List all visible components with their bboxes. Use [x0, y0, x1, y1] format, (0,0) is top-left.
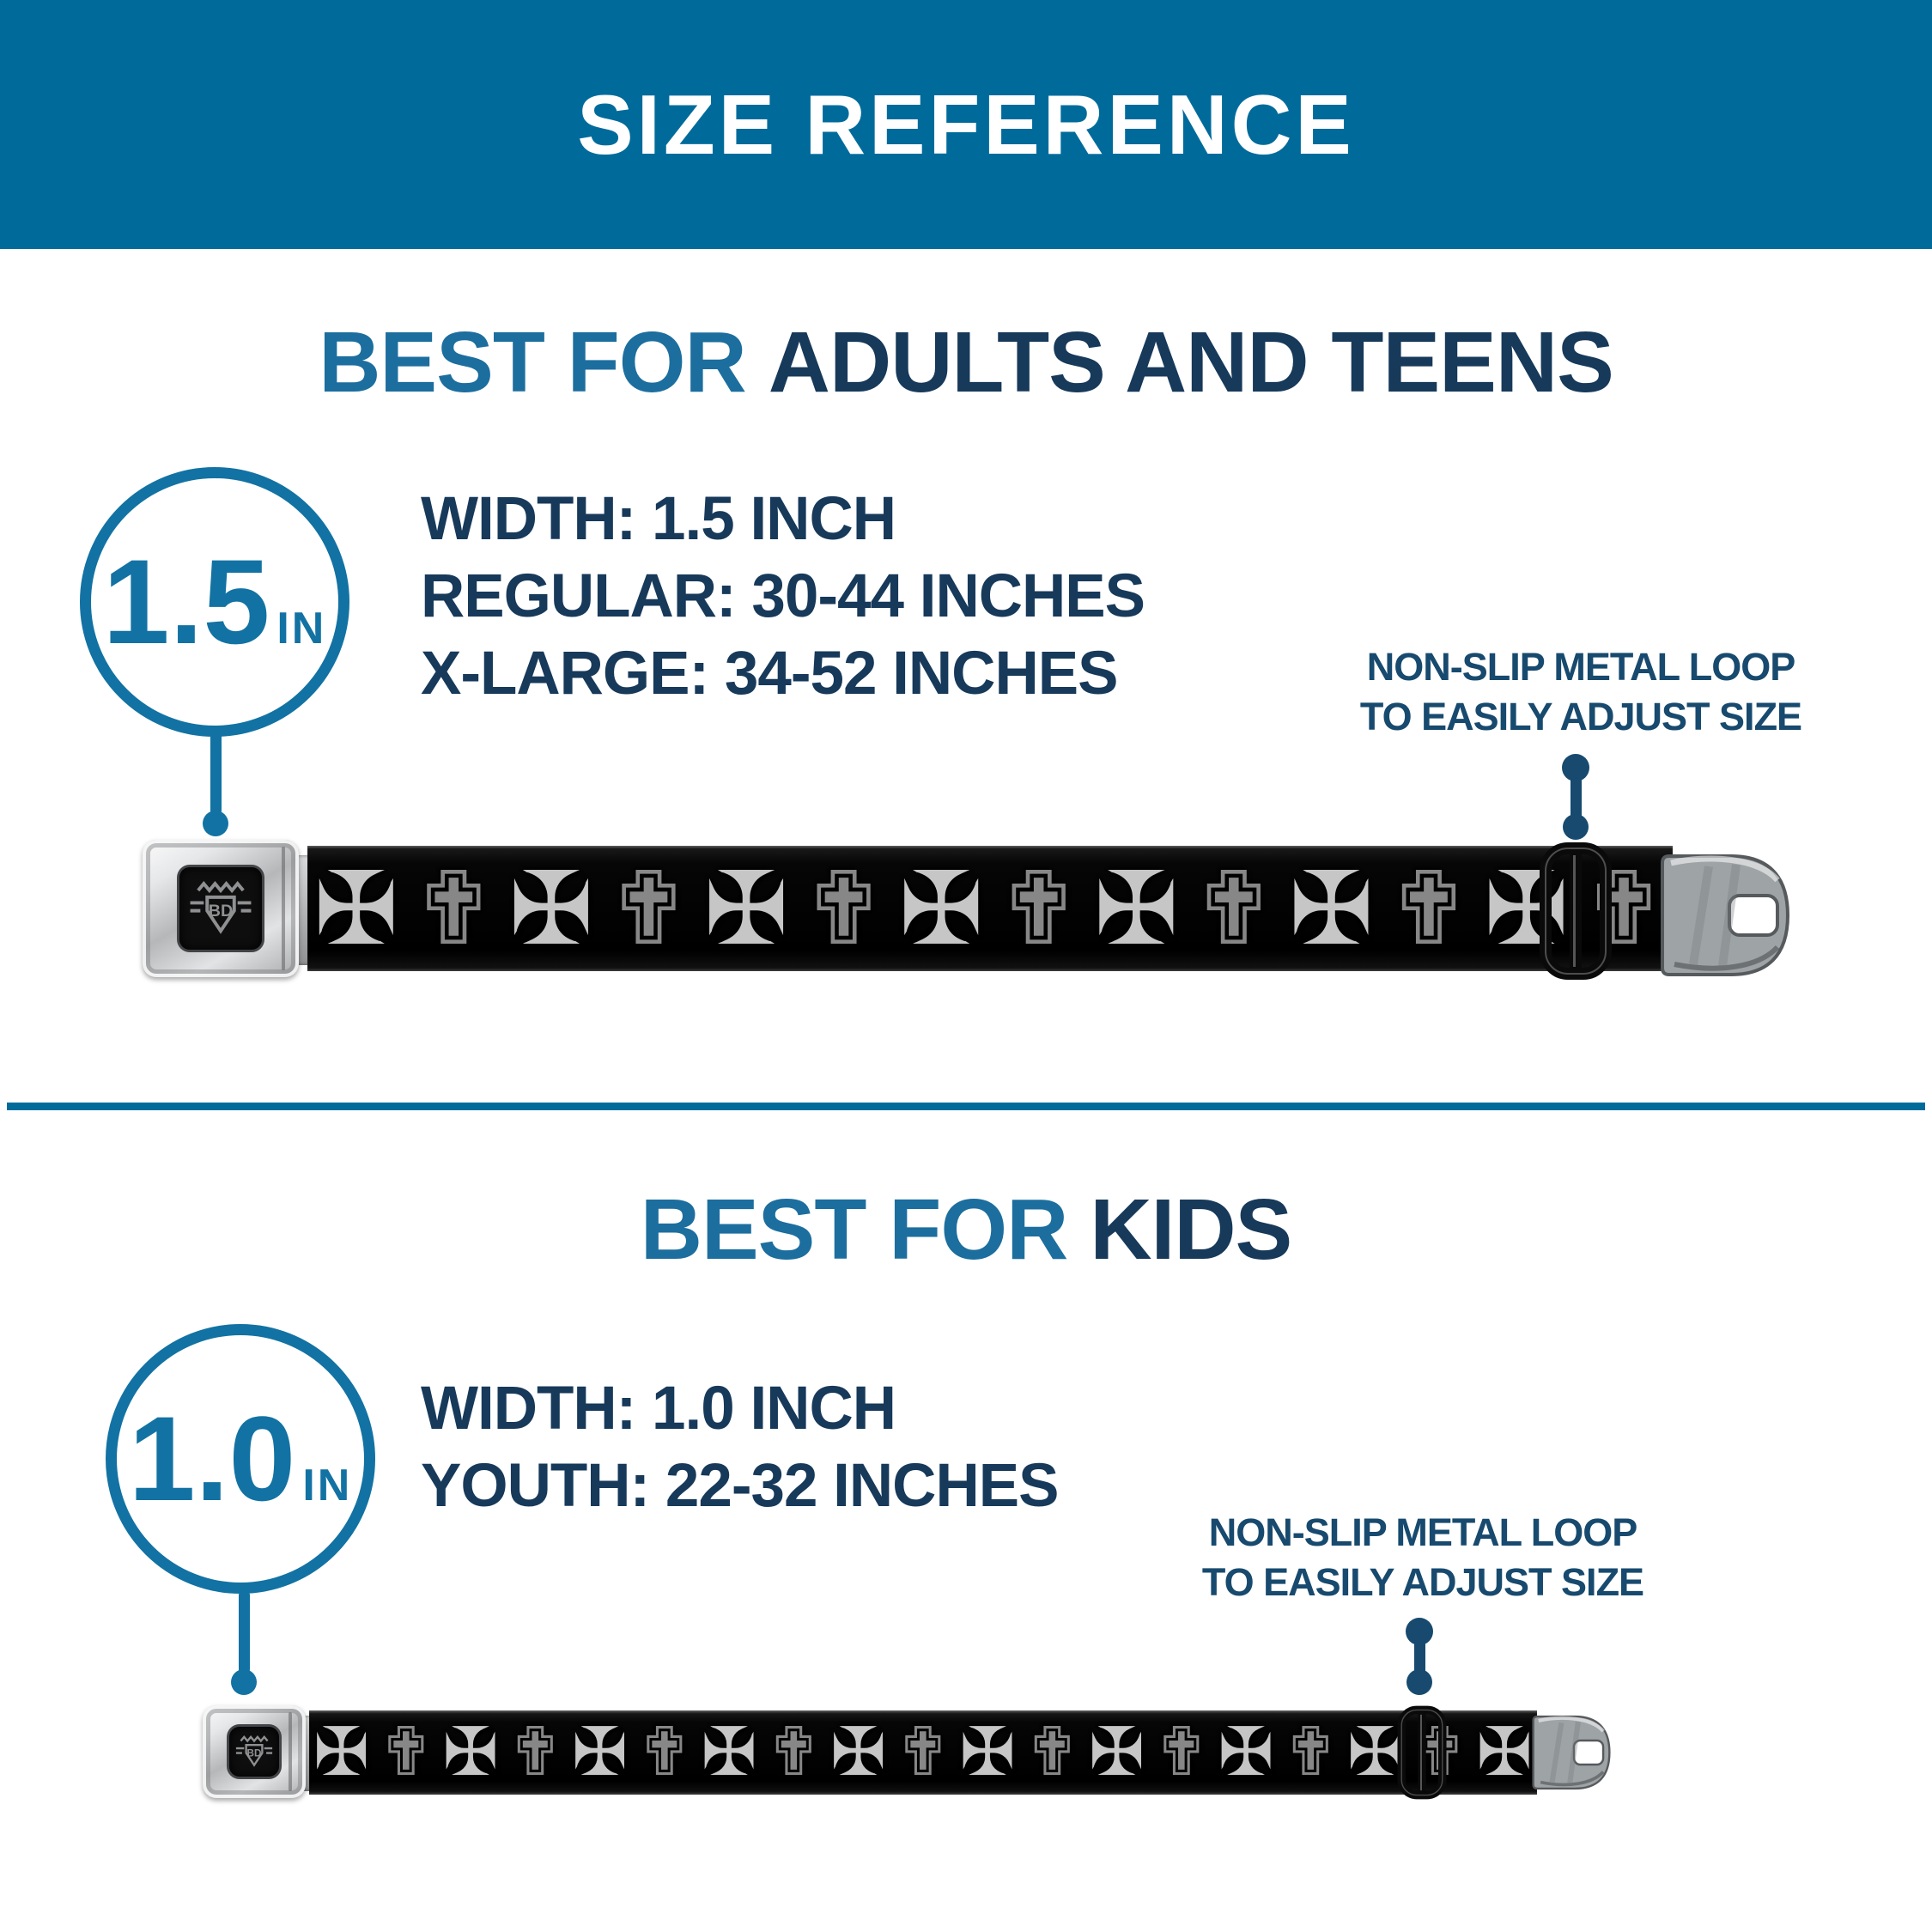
callout-line: TO EASILY ADJUST SIZE	[1201, 1560, 1644, 1604]
pointer-line	[239, 1590, 250, 1674]
section-heading-kids: BEST FOR KIDS	[0, 1187, 1932, 1273]
cross-icon: ✟	[1191, 849, 1277, 968]
spec-line: REGULAR: 30-44 INCHES	[421, 562, 1145, 630]
pointer-line	[1571, 766, 1582, 828]
cross-icon: ✟	[1153, 1714, 1210, 1791]
size-unit: IN	[302, 1461, 353, 1510]
size-value: 1.0	[128, 1391, 296, 1526]
section-heading-adults: BEST FOR ADULTS AND TEENS	[0, 319, 1932, 405]
cross-icon: ✟	[801, 849, 887, 968]
seatbelt-buckle: BD	[203, 1705, 306, 1798]
cross-icon: ✠	[1218, 1714, 1274, 1791]
size-circle-text: 1.5 IN	[103, 542, 327, 662]
cross-icon: ✠	[442, 1714, 499, 1791]
heading-accent: BEST FOR	[640, 1182, 1069, 1278]
metal-loop-icon	[1397, 1705, 1447, 1800]
cross-icon: ✟	[895, 1714, 951, 1791]
cross-icon: ✠	[1484, 849, 1569, 968]
cross-icon: ✠	[1093, 849, 1179, 968]
buckle-logo-icon: BD	[190, 881, 252, 934]
belt-end-tab-icon	[1532, 1715, 1611, 1790]
callout-line: NON-SLIP METAL LOOP	[1208, 1510, 1638, 1554]
cross-icon: ✠	[1088, 1714, 1145, 1791]
page-title: SIZE REFERENCE	[577, 76, 1355, 172]
size-circle-text: 1.0 IN	[129, 1399, 353, 1519]
cross-icon: ✟	[1581, 849, 1667, 968]
cross-icon: ✠	[508, 849, 594, 968]
belt-strap: ✠ ✟ ✠ ✟ ✠ ✟ ✠ ✟ ✠ ✟ ✠ ✟ ✠ ✟ ✠ ✟ ✠ ✟ ✠	[309, 1710, 1537, 1795]
heading-accent: BEST FOR	[319, 314, 747, 410]
cross-icon: ✟	[507, 1714, 564, 1791]
cross-icon: ✠	[701, 1714, 757, 1791]
metal-loop-icon	[1540, 842, 1612, 980]
spec-list-kids: WIDTH: 1.0 INCH YOUTH: 22-32 INCHES	[421, 1370, 1059, 1525]
callout-line: TO EASILY ADJUST SIZE	[1359, 695, 1802, 738]
cross-icon: ✠	[1476, 1714, 1533, 1791]
callout-metal-loop-kids: NON-SLIP METAL LOOP TO EASILY ADJUST SIZ…	[1201, 1508, 1644, 1607]
cross-icon: ✟	[410, 849, 496, 968]
pointer-dot	[203, 811, 228, 836]
spec-list-adults: WIDTH: 1.5 INCH REGULAR: 30-44 INCHES X-…	[421, 481, 1145, 713]
pointer-dot	[1563, 814, 1589, 840]
pointer-dot	[1406, 1669, 1432, 1695]
size-value: 1.5	[102, 534, 270, 669]
spec-line: YOUTH: 22-32 INCHES	[421, 1452, 1059, 1520]
cross-icon: ✟	[606, 849, 691, 968]
buckle-logo-text: BD	[209, 902, 233, 920]
spec-line: WIDTH: 1.0 INCH	[421, 1375, 896, 1443]
cross-icon: ✠	[829, 1714, 887, 1791]
cross-icon: ✠	[1288, 849, 1374, 968]
cross-icon: ✟	[1024, 1714, 1081, 1791]
cross-icon: ✟	[378, 1714, 434, 1791]
cross-icon: ✠	[571, 1714, 629, 1791]
section-divider	[7, 1103, 1925, 1110]
cross-icon: ✟	[765, 1714, 823, 1791]
cross-icon: ✠	[1346, 1714, 1404, 1791]
size-circle-1-0in: 1.0 IN	[106, 1324, 375, 1594]
cross-icon: ✟	[1386, 849, 1472, 968]
size-unit: IN	[276, 604, 327, 653]
cross-icon: ✟	[996, 849, 1082, 968]
cross-icon: ✟	[636, 1714, 693, 1791]
heading-rest: KIDS	[1090, 1182, 1292, 1278]
spec-line: WIDTH: 1.5 INCH	[421, 485, 896, 553]
cross-icon: ✠	[313, 1714, 370, 1791]
callout-metal-loop-adults: NON-SLIP METAL LOOP TO EASILY ADJUST SIZ…	[1359, 642, 1802, 742]
buckle-logo-panel: BD	[179, 867, 262, 950]
size-circle-1-5in: 1.5 IN	[80, 467, 349, 737]
buckle-logo-icon: BD	[235, 1735, 273, 1767]
pointer-line	[210, 730, 222, 816]
buckle-logo-panel: BD	[229, 1727, 279, 1777]
callout-line: NON-SLIP METAL LOOP	[1366, 645, 1796, 689]
banner: SIZE REFERENCE	[0, 0, 1932, 249]
cross-icon: ✠	[703, 849, 789, 968]
buckle-logo-text: BD	[247, 1747, 262, 1759]
seatbelt-buckle: BD	[143, 840, 299, 977]
pointer-dot	[231, 1669, 257, 1695]
cross-icon: ✠	[959, 1714, 1016, 1791]
heading-rest: ADULTS AND TEENS	[768, 314, 1614, 410]
cross-icon: ✟	[1282, 1714, 1340, 1791]
belt-end-tab-icon	[1661, 854, 1790, 976]
cross-icon: ✠	[313, 849, 399, 968]
belt-strap: ✠ ✟ ✠ ✟ ✠ ✟ ✠ ✟ ✠ ✟ ✠ ✟ ✠ ✟	[307, 846, 1673, 971]
cross-icon: ✠	[898, 849, 984, 968]
spec-line: X-LARGE: 34-52 INCHES	[421, 640, 1118, 708]
